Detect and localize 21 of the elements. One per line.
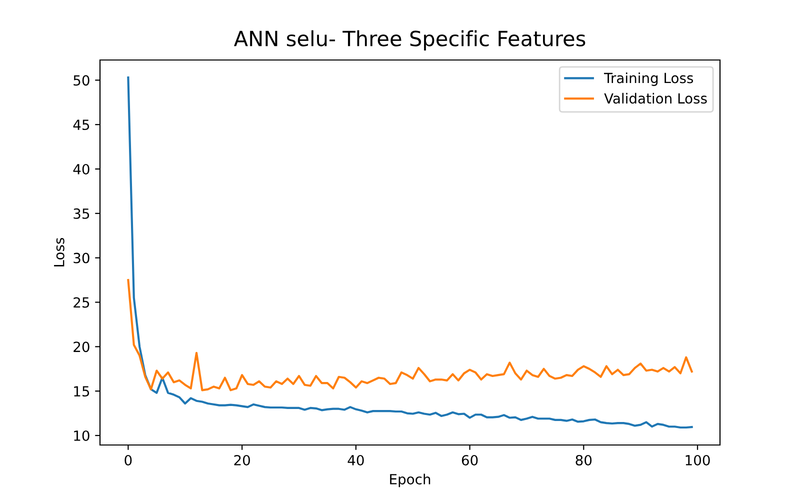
y-tick-label: 15	[74, 386, 90, 397]
x-tick-label: 100	[686, 454, 710, 466]
y-tick-label: 35	[74, 208, 90, 219]
legend-label: Validation Loss	[604, 92, 707, 104]
y-tick-label: 50	[74, 75, 90, 86]
x-axis-title: Epoch	[390, 474, 430, 488]
y-tick-label: 30	[74, 252, 90, 264]
x-tick-label: 20	[234, 454, 250, 466]
y-tick-label: 40	[73, 164, 90, 174]
x-tick-label: 0	[124, 454, 132, 466]
x-tick-label: 40	[348, 454, 364, 466]
chart-title: ANN selu- Three Specific Features	[234, 30, 586, 50]
y-tick-label: 25	[74, 297, 90, 308]
y-tick-label: 45	[73, 120, 90, 130]
y-tick-label: 10	[74, 430, 90, 441]
y-tick-label: 20	[74, 342, 90, 352]
legend-label: Training Loss	[604, 72, 694, 86]
y-axis-title: Loss	[54, 238, 64, 266]
x-tick-label: 60	[462, 454, 478, 466]
x-tick-label: 80	[576, 454, 592, 466]
line-series	[127, 278, 693, 392]
